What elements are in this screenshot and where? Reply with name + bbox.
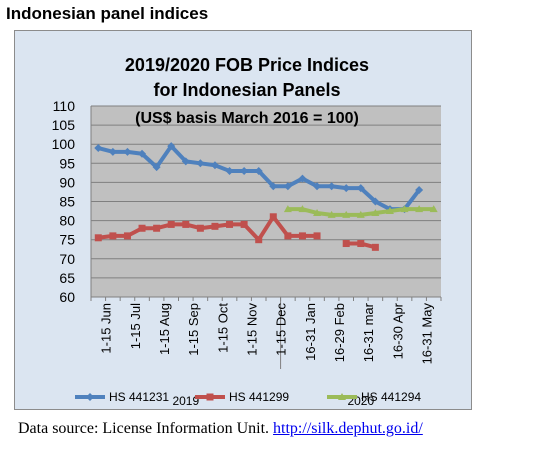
data-point xyxy=(153,224,161,232)
data-point xyxy=(94,144,103,153)
data-point xyxy=(415,186,424,195)
data-point xyxy=(211,222,219,230)
x-tick-label: 16-30 Apr xyxy=(390,302,405,359)
data-point xyxy=(240,166,249,175)
legend-item: HS 441294 xyxy=(327,390,421,404)
year-label: 2019 xyxy=(172,394,199,408)
data-point xyxy=(327,182,336,191)
data-point xyxy=(313,182,322,191)
line-chart: 60 65 70 75 80 85 90 95 100 105 110 1-15 Jun 1-15 J… xyxy=(52,55,442,408)
data-point xyxy=(94,234,102,242)
legend-label: HS 441299 xyxy=(229,390,289,404)
series-hs-441294 xyxy=(283,205,438,218)
y-tick-label: 70 xyxy=(59,251,75,267)
y-tick-label: 100 xyxy=(52,136,76,152)
y-tick-label: 105 xyxy=(52,117,76,133)
legend-marker xyxy=(86,393,94,401)
chart-title-line: 2019/2020 FOB Price Indices xyxy=(125,55,369,75)
data-point xyxy=(283,182,292,191)
legend-marker xyxy=(206,393,214,401)
legend-label: HS 441231 xyxy=(109,390,169,404)
x-tick-label: 1-15 Nov xyxy=(244,303,259,356)
data-point xyxy=(138,149,147,158)
data-point xyxy=(284,232,292,240)
data-point xyxy=(298,174,307,183)
series-hs-441231 xyxy=(94,142,424,214)
data-point xyxy=(283,205,292,213)
legend-label: HS 441294 xyxy=(361,390,421,404)
y-tick-label: 75 xyxy=(59,232,75,248)
legend-marker xyxy=(338,393,346,400)
data-source-link[interactable]: http://silk.dephut.go.id/ xyxy=(273,420,423,437)
data-point xyxy=(123,147,132,156)
x-tick-label: 16-29 Feb xyxy=(332,303,347,362)
x-tick-label: 1-15 Oct xyxy=(215,303,230,353)
data-point xyxy=(371,208,380,216)
data-point xyxy=(429,205,438,213)
data-point xyxy=(196,159,205,168)
y-tick-label: 65 xyxy=(59,270,75,286)
data-point xyxy=(167,142,176,151)
data-point xyxy=(298,205,307,213)
data-point xyxy=(298,232,306,240)
data-point xyxy=(313,232,321,240)
data-point xyxy=(210,161,219,170)
legend-item: HS 441231 xyxy=(75,390,169,404)
data-source-note: Data source: License Information Unit. h… xyxy=(18,420,423,438)
data-point xyxy=(327,210,336,218)
data-point xyxy=(269,213,277,221)
data-point xyxy=(371,243,379,251)
legend-item: HS 441299 xyxy=(195,390,289,404)
y-tick-label: 90 xyxy=(59,174,75,190)
x-tick-label: 16-31 mar xyxy=(361,302,376,362)
y-tick-label: 85 xyxy=(59,194,75,210)
data-point xyxy=(415,205,424,213)
page-heading: Indonesian panel indices xyxy=(6,4,209,23)
series-hs-441299 xyxy=(94,213,379,251)
data-point xyxy=(385,207,394,215)
data-point xyxy=(123,232,131,240)
y-tick-label: 80 xyxy=(59,213,75,229)
chart-area: 60 65 70 75 80 85 90 95 100 105 110 1-15 Jun 1-15 J… xyxy=(14,30,472,410)
x-tick-label: 1-15 Jul xyxy=(128,303,143,349)
data-point xyxy=(269,182,278,191)
y-tick-label: 60 xyxy=(59,289,75,305)
x-tick-label: 1-15 Dec xyxy=(274,303,289,356)
data-source-text: Data source: License Information Unit. xyxy=(18,420,270,437)
data-point xyxy=(182,220,190,228)
data-point xyxy=(342,184,351,193)
data-point xyxy=(356,184,365,193)
x-tick-label: 1-15 Jun xyxy=(99,303,114,354)
data-point xyxy=(342,240,350,248)
y-tick-label: 95 xyxy=(59,155,75,171)
data-point xyxy=(226,220,234,228)
data-point xyxy=(152,163,161,172)
data-point xyxy=(371,197,380,206)
data-point xyxy=(108,147,117,156)
data-point xyxy=(357,240,365,248)
y-tick-label: 110 xyxy=(53,98,76,114)
data-point xyxy=(313,208,322,216)
data-point xyxy=(109,232,117,240)
x-tick-label: 16-31 Jan xyxy=(303,303,318,361)
chart-title-line: for Indonesian Panels xyxy=(153,80,340,100)
x-tick-label: 1-15 Sep xyxy=(186,303,201,356)
x-tick-label: 16-31 May xyxy=(419,303,434,365)
data-point xyxy=(356,210,365,218)
data-point xyxy=(138,224,146,232)
data-point xyxy=(196,224,204,232)
data-point xyxy=(400,205,409,213)
chart-title-line: (US$ basis March 2016 = 100) xyxy=(135,110,359,127)
series-line xyxy=(96,214,320,242)
data-point xyxy=(342,210,351,218)
x-tick-label: 1-15 Aug xyxy=(157,303,172,355)
data-point xyxy=(240,220,248,228)
data-point xyxy=(225,166,234,175)
data-point xyxy=(167,220,175,228)
data-point xyxy=(181,157,190,166)
data-point xyxy=(255,236,263,244)
